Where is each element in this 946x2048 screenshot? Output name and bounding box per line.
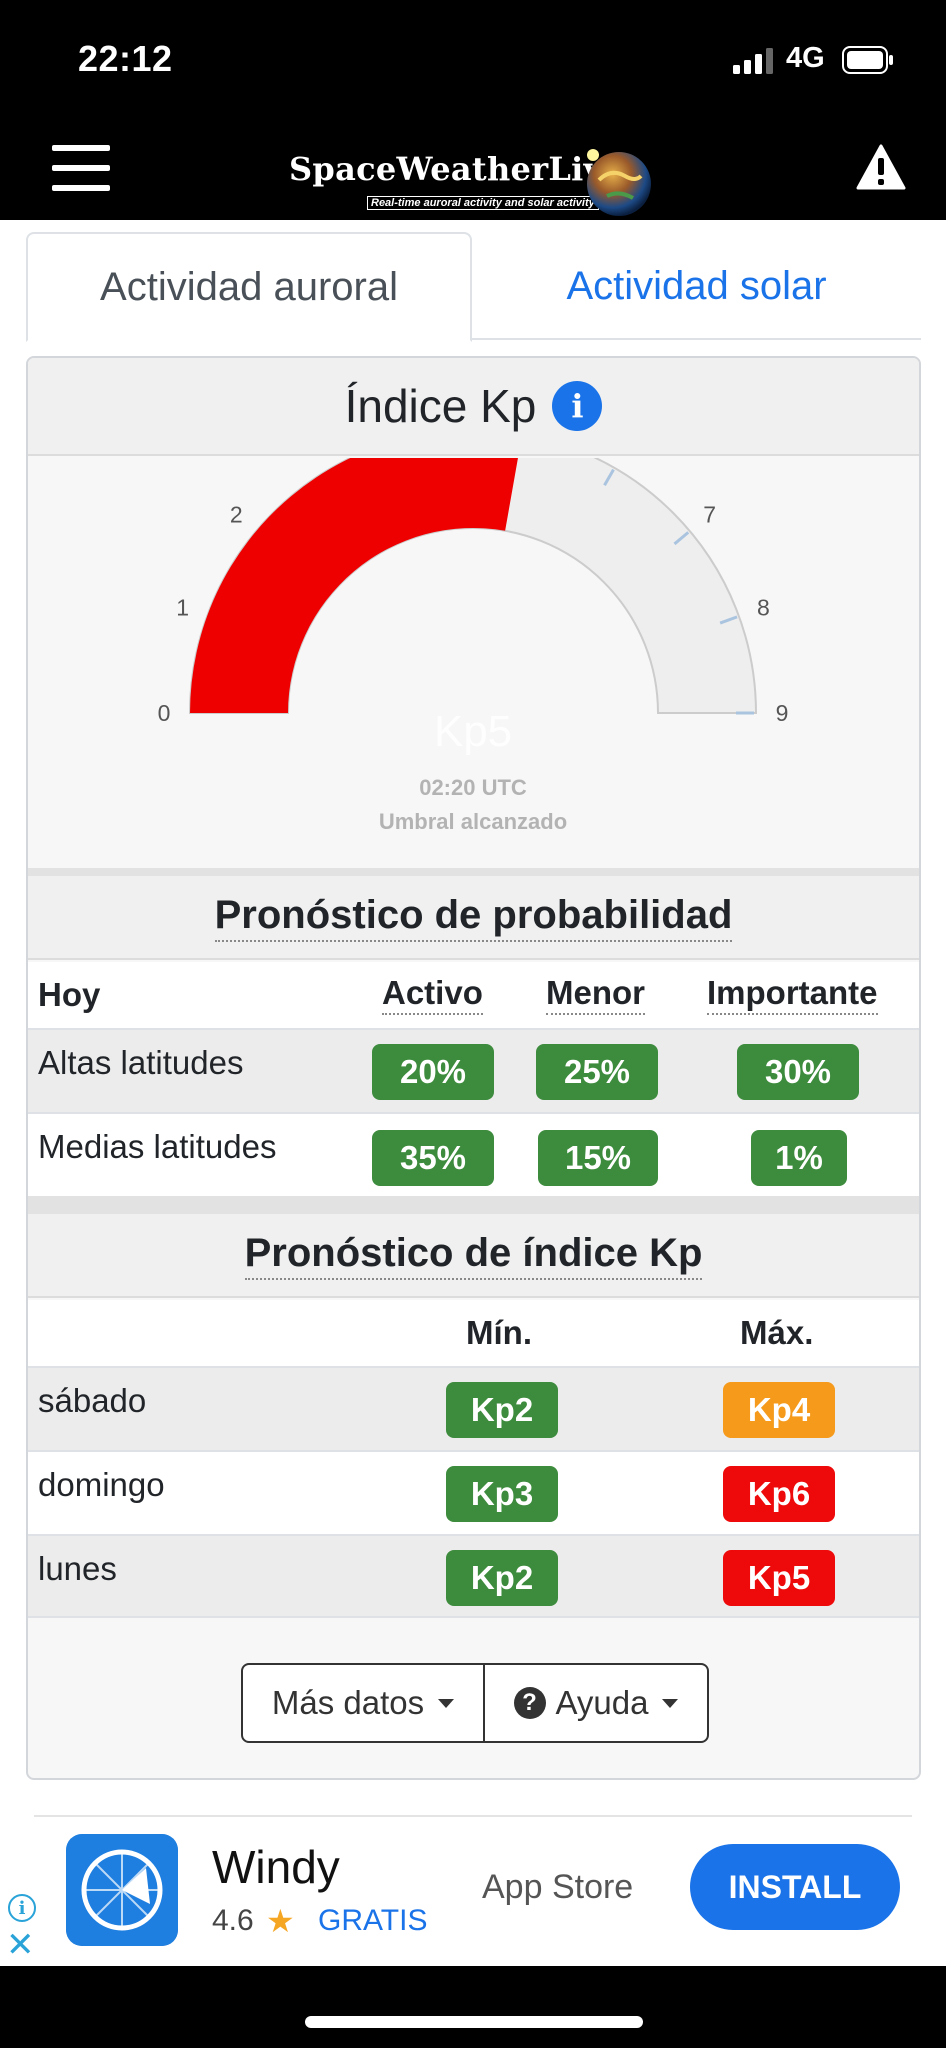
gauge-scale-label: 8 [757,594,770,620]
col-min: Mín. [466,1314,532,1351]
probability-badge: 25% [536,1044,658,1100]
kp-card: Índice Kp i 0123456789 Kp5 02:20 UTC Umb… [26,356,921,1780]
info-icon[interactable]: i [552,381,603,431]
network-type: 4G [786,42,825,74]
kp-gauge-chart: 0123456789 Kp5 02:20 UTC Umbral alcanzad… [158,458,789,834]
action-button-group: Más datos ? Ayuda [241,1663,709,1743]
close-icon[interactable]: ✕ [6,1926,35,1964]
probability-head-row: Hoy Activo Menor Importante [28,962,919,1028]
info-icon[interactable]: i [8,1894,36,1922]
gauge-tick [603,468,615,486]
gauge-scale-label: 1 [176,594,189,620]
kp-header: Índice Kp i [28,358,919,456]
gauge-time: 02:20 UTC [419,775,527,800]
table-row: sábado Kp2 Kp4 [28,1366,919,1450]
logo-text: SpaceWeatherLive [289,150,624,188]
col-max: Máx. [740,1314,814,1351]
probability-badge: 30% [737,1044,859,1100]
probability-badge: 20% [372,1044,494,1100]
gauge-ticks [603,468,754,715]
col-today: Hoy [38,976,101,1013]
help-label: Ayuda [555,1684,649,1721]
col-major: Importante [707,974,878,1015]
day-label: domingo [38,1466,165,1503]
clock: 22:12 [78,38,173,79]
ad-price: GRATIS [318,1904,428,1937]
windy-app-icon[interactable] [66,1834,178,1946]
kp-max-badge: Kp5 [723,1550,835,1606]
table-row: Medias latitudes 35% 15% 1% [28,1112,919,1196]
home-bar [0,1966,946,2048]
status-bar: 22:12 4G [0,0,946,120]
more-data-label: Más datos [271,1684,425,1721]
globe-icon [587,149,651,216]
battery-icon [842,46,893,74]
day-label: lunes [38,1550,117,1587]
kp-min-badge: Kp3 [446,1466,558,1522]
kp-max-badge: Kp4 [723,1382,835,1438]
row-label: Altas latitudes [38,1044,244,1081]
activity-tabs: Actividad auroral Actividad solar [26,232,921,342]
kp-forecast-head-row: Mín. Máx. [28,1300,919,1366]
home-indicator[interactable] [305,2016,643,2028]
kp-min-badge: Kp2 [446,1550,558,1606]
probability-badge: 1% [751,1130,847,1186]
caret-down-icon [662,1698,679,1708]
hamburger-icon[interactable] [52,145,112,191]
kp-forecast-title: Pronóstico de índice Kp [244,1231,703,1280]
tab-auroral-activity[interactable]: Actividad auroral [26,232,472,342]
gauge-scale-label: 0 [158,700,171,726]
gauge-scale-label: 7 [703,501,716,527]
more-data-dropdown[interactable]: Más datos [243,1665,485,1741]
kp-gauge: 0123456789 Kp5 02:20 UTC Umbral alcanzad… [28,458,919,868]
kp-min-badge: Kp2 [446,1382,558,1438]
probability-badge: 35% [372,1130,494,1186]
divider [34,1815,912,1817]
kp-forecast-header: Pronóstico de índice Kp [28,1214,919,1298]
kp-title: Índice Kp [344,380,537,432]
gauge-value-label: Kp5 [434,707,512,756]
gauge-scale-label: 9 [776,700,789,726]
day-label: sábado [38,1382,147,1419]
tab-solar-activity[interactable]: Actividad solar [566,263,827,308]
gauge-tick [673,531,690,546]
col-minor: Menor [546,974,645,1015]
probability-header: Pronóstico de probabilidad [28,876,919,960]
caret-down-icon [438,1698,455,1708]
gauge-status: Umbral alcanzado [379,809,567,834]
star-icon: ★ [266,1903,295,1939]
row-label: Medias latitudes [38,1128,277,1165]
gauge-scale-label: 2 [230,501,243,527]
table-row: lunes Kp2 Kp5 [28,1534,919,1618]
gauge-fill [190,458,518,713]
ad-banner[interactable]: i ✕ Windy 4.6 ★ GRATIS App Store INSTALL [0,1818,946,1966]
probability-title: Pronóstico de probabilidad [214,893,733,942]
kp-max-badge: Kp6 [723,1466,835,1522]
site-logo[interactable]: SpaceWeatherLive Real-time auroral activ… [289,134,659,216]
ad-store: App Store [482,1868,634,1906]
gauge-scale-labels: 0123456789 [158,458,789,726]
logo-tagline: Real-time auroral activity and solar act… [367,196,599,210]
ad-app-name: Windy [212,1841,340,1893]
col-active: Activo [382,974,483,1015]
signal-icon [733,48,773,74]
ad-rating: 4.6 [212,1904,254,1937]
warning-icon[interactable] [856,144,906,190]
probability-badge: 15% [538,1130,658,1186]
gauge-tick [719,615,738,625]
table-row: Altas latitudes 20% 25% 30% [28,1028,919,1112]
table-row: domingo Kp3 Kp6 [28,1450,919,1534]
top-navbar: SpaceWeatherLive Real-time auroral activ… [0,120,946,220]
question-circle-icon: ? [513,1687,546,1719]
install-button[interactable]: INSTALL [690,1844,900,1930]
help-dropdown[interactable]: ? Ayuda [485,1665,707,1741]
